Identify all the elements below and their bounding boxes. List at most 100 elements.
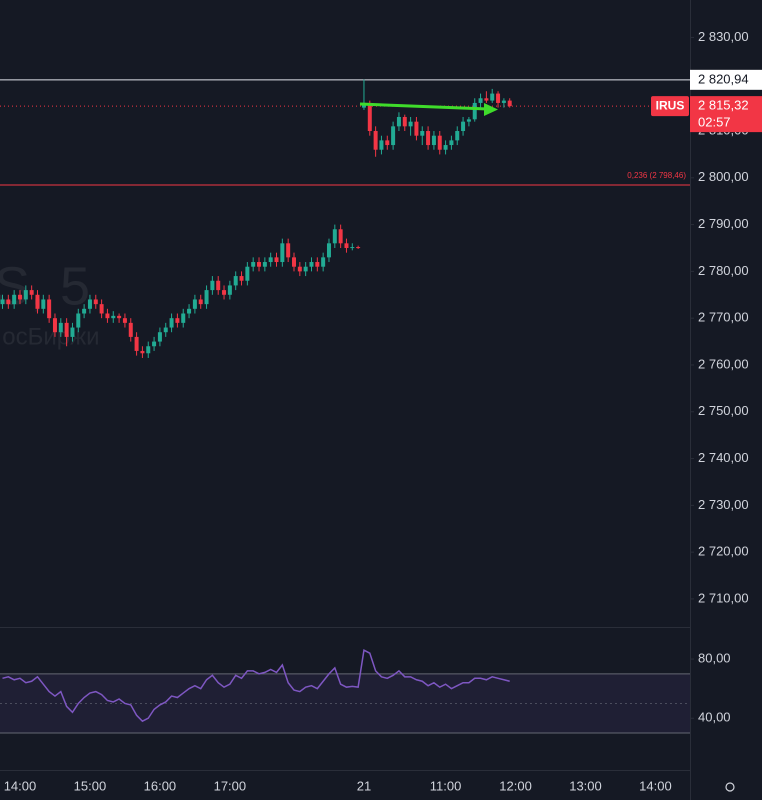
candle-body: [152, 341, 157, 347]
symbol-label: IRUS: [656, 98, 685, 112]
candle-body: [379, 140, 384, 150]
candle-body: [111, 315, 116, 319]
marks: 2 710,00 2 720,00 2 730,00 2 740,00 2 750,00…: [0, 29, 762, 793]
candle-body: [157, 332, 162, 342]
candle-body: [461, 121, 466, 132]
candle-body: [99, 304, 104, 314]
candle-body: [23, 290, 28, 300]
candle-body: [222, 290, 227, 295]
candle-body: [286, 243, 291, 258]
y-tick-label: 2 740,00: [698, 450, 749, 465]
candle-body: [29, 290, 34, 295]
candle-body: [466, 119, 471, 122]
candle-body: [52, 318, 57, 333]
candle-body: [134, 336, 139, 351]
candle-body: [478, 98, 483, 103]
y-tick-label: 2 760,00: [698, 356, 749, 371]
candle-body: [210, 280, 215, 291]
x-tick-label: 12:00: [499, 778, 532, 793]
candle-body: [414, 121, 419, 136]
candle-body: [484, 98, 489, 101]
candle-body: [140, 350, 145, 354]
candle-body: [326, 243, 331, 258]
symbol-box: [651, 96, 689, 117]
candle-body: [309, 262, 314, 267]
candle-body: [472, 102, 477, 120]
candle-body: [192, 299, 197, 309]
x-tick-label: 11:00: [430, 778, 462, 793]
candle-body: [93, 299, 98, 305]
countdown-label: 02:57: [698, 115, 731, 130]
candle-body: [35, 294, 40, 309]
rsi-line: [2, 649, 510, 723]
candle-body: [391, 126, 396, 146]
candle-body: [128, 322, 133, 337]
x-tick-label: 17:00: [214, 778, 247, 793]
last-price-label: 2 815,32: [698, 98, 749, 113]
y-tick-label: 2 790,00: [698, 216, 749, 231]
candle-body: [274, 257, 279, 263]
candle-body: [105, 313, 110, 319]
candle-body: [163, 327, 168, 333]
candle-body: [367, 102, 372, 132]
candle-body: [437, 135, 442, 150]
candle-body: [350, 247, 355, 249]
candle-body: [315, 262, 320, 267]
candle-body: [420, 131, 425, 136]
y-tick-label: 2 750,00: [698, 403, 749, 418]
candle-body: [344, 243, 349, 248]
candle-body: [6, 299, 11, 305]
candle-body: [507, 100, 512, 107]
settings-icon[interactable]: [725, 782, 735, 792]
candle-body: [76, 313, 81, 328]
candle-body: [402, 116, 407, 127]
trend-arrow: [359, 102, 489, 111]
y-tick-label: 2 830,00: [698, 29, 749, 44]
high-label-box: [690, 69, 762, 90]
candle-body: [187, 308, 192, 314]
candle-body: [292, 257, 296, 267]
candle-body: [233, 276, 238, 286]
candle-body: [251, 262, 256, 267]
candle-body: [373, 131, 378, 150]
candle-body: [496, 93, 501, 103]
candle-body: [280, 243, 285, 263]
candle-body: [262, 262, 267, 267]
candle-body: [501, 100, 506, 103]
candle-body: [396, 116, 401, 127]
rsi-tick-label: 40,00: [698, 710, 731, 725]
candle-body: [64, 322, 69, 337]
candle-body: [146, 346, 151, 354]
candle-body: [198, 299, 203, 305]
candle-body: [169, 318, 174, 328]
x-tick-label: 21: [357, 778, 371, 793]
candle-body: [70, 327, 75, 337]
candle-body: [268, 257, 273, 263]
high-label: 2 820,94: [698, 71, 749, 86]
candle-body: [204, 290, 209, 305]
candle-body: [490, 93, 495, 101]
candle-body: [82, 308, 87, 314]
candle-body: [426, 131, 431, 146]
candle-body: [332, 229, 337, 244]
candle-body: [41, 299, 46, 309]
candle-body: [58, 322, 63, 333]
candle-body: [12, 294, 17, 305]
candle-body: [385, 140, 390, 146]
candle-body: [17, 294, 22, 300]
y-tick-label: 2 770,00: [698, 310, 749, 325]
candle-body: [449, 140, 454, 146]
candle-body: [297, 266, 302, 272]
candle-body: [239, 276, 244, 281]
rsi-tick-label: 80,00: [698, 651, 731, 666]
candle-body: [257, 262, 262, 267]
candle-body: [216, 280, 221, 291]
last-price-box: [690, 96, 762, 133]
candle-body: [431, 135, 436, 146]
candle-body: [338, 229, 343, 244]
candle-body: [443, 145, 448, 150]
arrow-head: [484, 103, 498, 116]
candle-body: [122, 318, 127, 323]
